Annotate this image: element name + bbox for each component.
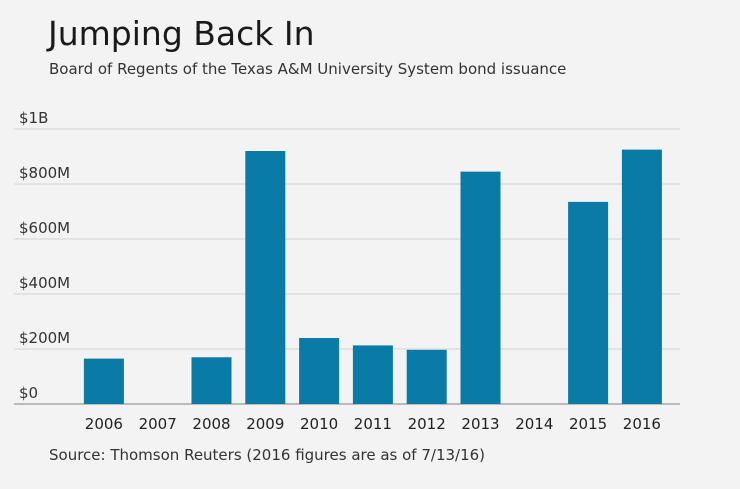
bars	[83, 149, 662, 404]
x-tick-label: 2008	[192, 415, 230, 433]
x-tick-label: 2013	[461, 415, 499, 433]
bar-2010	[299, 338, 340, 404]
x-tick-label: 2006	[85, 415, 123, 433]
bar-2006	[83, 358, 124, 404]
y-tick-label: $200M	[19, 329, 70, 347]
y-tick-label: $800M	[19, 164, 70, 182]
bar-2016	[621, 149, 662, 404]
bar-2008	[191, 357, 232, 404]
x-tick-label: 2016	[623, 415, 661, 433]
x-tick-label: 2012	[408, 415, 446, 433]
bar-2012	[406, 349, 447, 404]
x-tick-label: 2007	[139, 415, 177, 433]
x-axis-labels: 2006 2007 2008 2009 2010 2011 2012 2013 2014 2015…	[85, 415, 661, 433]
y-tick-label: $1B	[19, 109, 48, 127]
y-tick-label: $600M	[19, 219, 70, 237]
x-tick-label: 2011	[354, 415, 392, 433]
bar-2013	[460, 171, 501, 404]
y-axis-labels: $0 $200M $400M $600M $800M $1B	[19, 109, 70, 402]
x-tick-label: 2010	[300, 415, 338, 433]
chart-title: Jumping Back In	[48, 14, 315, 53]
bar-2009	[245, 151, 286, 404]
bar-2015	[568, 201, 609, 404]
x-tick-label: 2009	[246, 415, 284, 433]
x-tick-label: 2014	[515, 415, 553, 433]
chart-subtitle: Board of Regents of the Texas A&M Univer…	[49, 60, 567, 78]
x-tick-label: 2015	[569, 415, 607, 433]
source-note: Source: Thomson Reuters (2016 figures ar…	[49, 446, 486, 464]
bar-2011	[352, 345, 393, 404]
y-tick-label: $0	[19, 384, 38, 402]
y-tick-label: $400M	[19, 274, 70, 292]
